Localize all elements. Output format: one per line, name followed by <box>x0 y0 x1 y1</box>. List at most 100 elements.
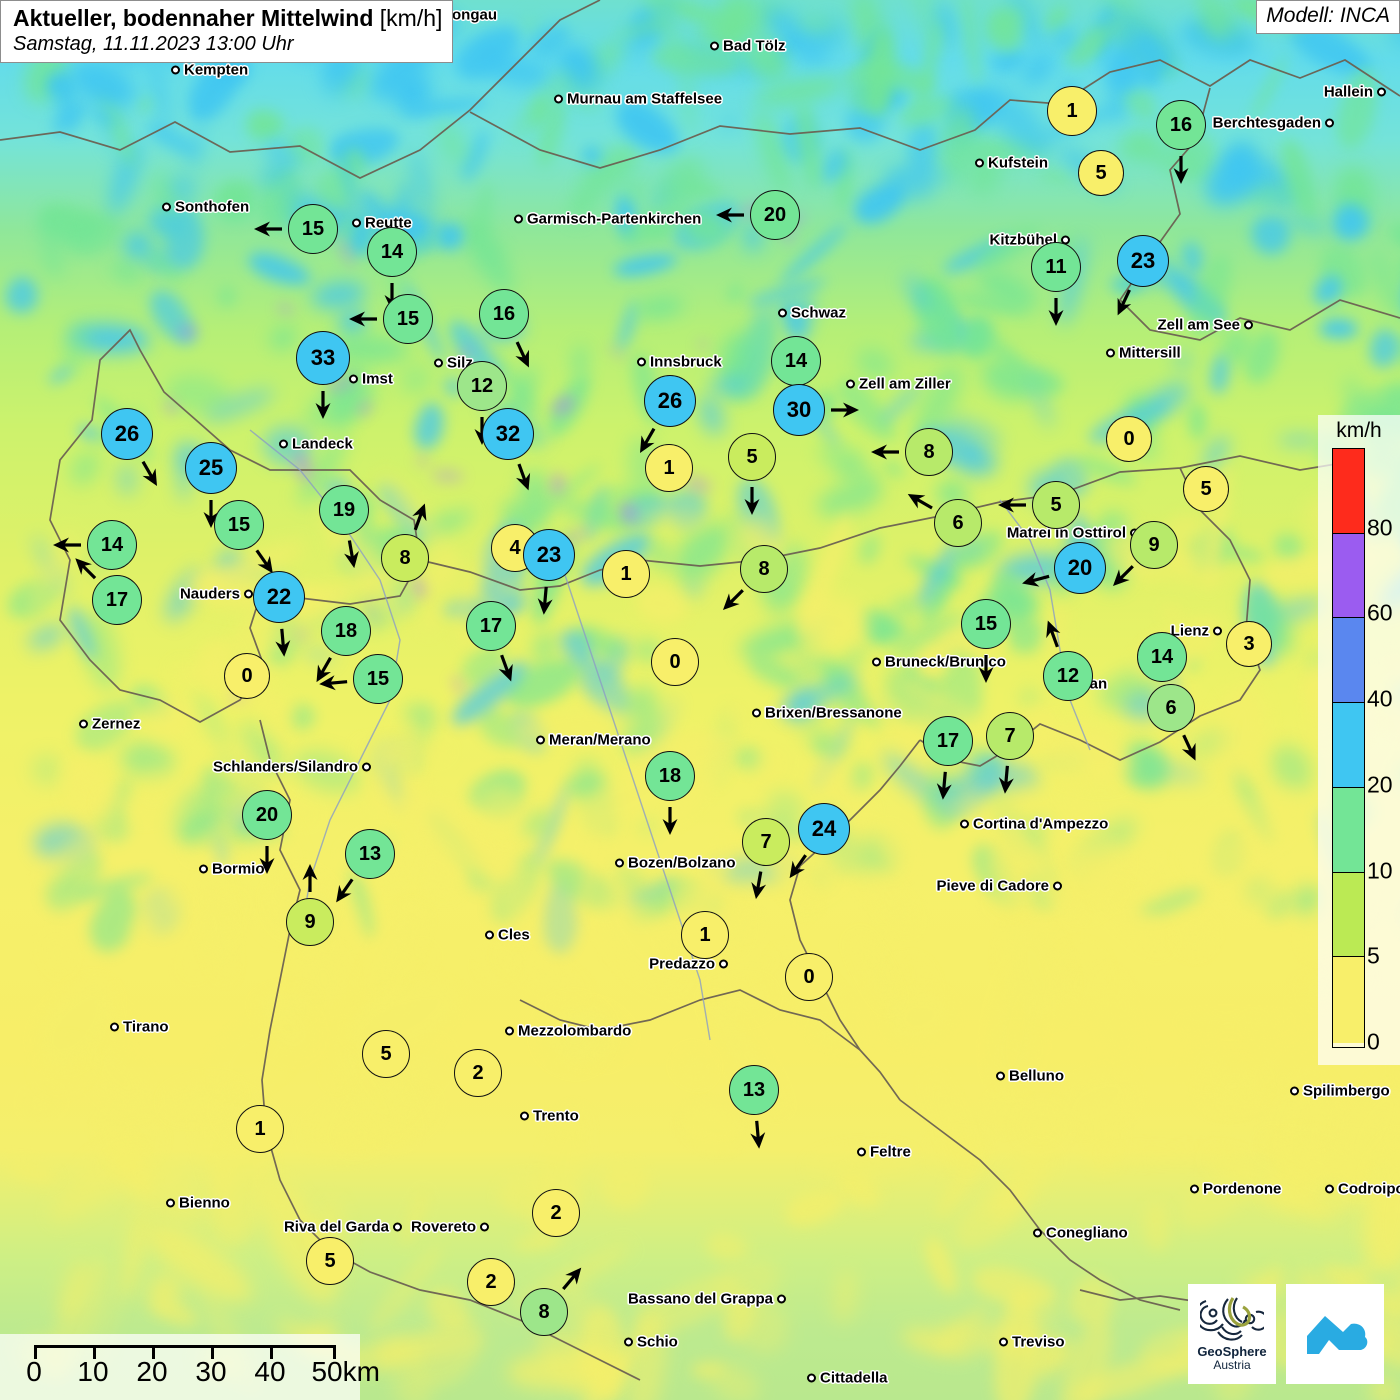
wind-speed-value[interactable]: 17 <box>92 575 142 625</box>
wind-speed-value[interactable]: 5 <box>1032 481 1080 529</box>
wind-speed-value[interactable]: 17 <box>923 716 973 766</box>
city-label: Cles <box>485 928 530 943</box>
wind-direction-arrow-icon <box>515 341 529 368</box>
city-name: Kempten <box>184 61 249 79</box>
title-timestamp: Samstag, 11.11.2023 13:00 Uhr <box>13 33 294 56</box>
wind-speed-value[interactable]: 5 <box>306 1237 354 1285</box>
city-name: Nauders <box>179 585 240 603</box>
city-marker-dot <box>1033 1228 1042 1238</box>
city-marker-dot <box>536 735 545 745</box>
city-marker-dot <box>434 358 443 368</box>
wind-speed-value[interactable]: 15 <box>383 294 433 344</box>
wind-speed-value[interactable]: 16 <box>479 289 529 339</box>
wind-speed-value[interactable]: 18 <box>321 606 371 656</box>
wind-speed-value[interactable]: 15 <box>214 500 264 550</box>
wind-speed-value[interactable]: 22 <box>253 571 305 623</box>
wind-speed-value[interactable]: 8 <box>520 1288 568 1336</box>
wind-speed-value[interactable]: 16 <box>1156 100 1206 150</box>
wind-speed-value[interactable]: 33 <box>296 331 350 385</box>
wind-direction-arrow-icon <box>53 537 81 553</box>
wind-speed-value[interactable]: 0 <box>224 653 270 699</box>
wind-speed-value[interactable]: 15 <box>288 204 338 254</box>
wind-speed-value[interactable]: 5 <box>362 1030 410 1078</box>
city-label: Hallein <box>1324 85 1386 100</box>
wind-speed-value[interactable]: 6 <box>934 499 982 547</box>
city-label: Garmisch-Partenkirchen <box>514 212 701 227</box>
wind-speed-value[interactable]: 0 <box>1106 416 1152 462</box>
wind-speed-value[interactable]: 32 <box>482 408 534 460</box>
wind-speed-value[interactable]: 5 <box>1078 150 1124 196</box>
wind-speed-value[interactable]: 17 <box>466 601 516 651</box>
wind-direction-arrow-icon <box>1022 572 1050 587</box>
city-name: Bienno <box>179 1194 230 1212</box>
legend-tick-label: 20 <box>1367 771 1393 798</box>
city-marker-dot <box>960 819 969 829</box>
wind-speed-value[interactable]: 15 <box>961 599 1011 649</box>
city-name: Hallein <box>1323 83 1373 101</box>
wind-speed-value[interactable]: 12 <box>1043 651 1093 701</box>
city-name: Kitzbühel <box>989 231 1058 249</box>
wind-speed-value[interactable]: 13 <box>345 829 395 879</box>
wind-speed-value[interactable]: 8 <box>740 545 788 593</box>
wind-speed-value[interactable]: 26 <box>644 375 696 427</box>
city-name: Belluno <box>1009 1067 1064 1085</box>
wind-speed-value[interactable]: 20 <box>1054 542 1106 594</box>
wind-speed-value[interactable]: 9 <box>286 898 334 946</box>
wind-speed-value[interactable]: 20 <box>750 190 800 240</box>
wind-speed-value[interactable]: 19 <box>319 485 369 535</box>
city-name: Bozen/Bolzano <box>628 854 736 872</box>
city-label: Cittadella <box>807 1371 888 1386</box>
city-marker-dot <box>480 1222 489 1232</box>
title-unit: [km/h] <box>379 5 443 31</box>
wind-speed-value[interactable]: 7 <box>742 818 790 866</box>
city-marker-dot <box>1053 881 1062 891</box>
city-label: Treviso <box>999 1335 1065 1350</box>
wind-speed-value[interactable]: 14 <box>87 520 137 570</box>
wind-speed-value[interactable]: 15 <box>353 654 403 704</box>
wind-speed-value[interactable]: 1 <box>645 444 693 492</box>
wind-speed-value[interactable]: 7 <box>986 712 1034 760</box>
wind-direction-arrow-icon <box>831 402 859 418</box>
wind-speed-value[interactable]: 0 <box>785 953 833 1001</box>
wind-speed-value[interactable]: 14 <box>1137 632 1187 682</box>
city-label: Kitzbühel <box>989 231 1070 249</box>
wind-speed-value[interactable]: 23 <box>1117 235 1169 287</box>
wind-speed-value[interactable]: 1 <box>236 1105 284 1153</box>
wind-speed-value[interactable]: 2 <box>454 1049 502 1097</box>
wind-speed-value[interactable]: 5 <box>728 433 776 481</box>
wind-speed-value[interactable]: 12 <box>457 361 507 411</box>
wind-speed-value[interactable]: 25 <box>185 442 237 494</box>
wind-speed-value[interactable]: 8 <box>905 428 953 476</box>
city-name: Meran/Merano <box>549 731 651 749</box>
wind-speed-value[interactable]: 0 <box>651 638 699 686</box>
wind-speed-value[interactable]: 9 <box>1130 521 1178 569</box>
wind-speed-value[interactable]: 26 <box>101 408 153 460</box>
wind-direction-arrow-icon <box>75 558 97 580</box>
wind-speed-value[interactable]: 18 <box>645 751 695 801</box>
wind-speed-value[interactable]: 2 <box>532 1189 580 1237</box>
wind-speed-value[interactable]: 24 <box>798 803 850 855</box>
wind-speed-value[interactable]: 3 <box>1226 621 1272 667</box>
city-label: Pieve di Cadore <box>936 879 1062 894</box>
scale-label: 30 <box>195 1356 227 1387</box>
wind-speed-value[interactable]: 23 <box>523 529 575 581</box>
legend-unit-label: km/h <box>1336 419 1382 442</box>
geosphere-logo: GeoSphere Austria <box>1188 1284 1276 1384</box>
city-name: Schwaz <box>791 304 847 322</box>
wind-speed-value[interactable]: 6 <box>1147 684 1195 732</box>
wind-speed-value[interactable]: 13 <box>729 1065 779 1115</box>
wind-speed-value[interactable]: 1 <box>1047 86 1097 136</box>
wind-speed-value[interactable]: 1 <box>602 550 650 598</box>
wind-speed-value[interactable]: 14 <box>367 227 417 277</box>
wind-speed-value[interactable]: 2 <box>467 1258 515 1306</box>
city-label: Codroipo <box>1325 1182 1400 1197</box>
wind-speed-value[interactable]: 30 <box>773 384 825 436</box>
wind-speed-value[interactable]: 11 <box>1031 242 1081 292</box>
city-label: Trento <box>520 1109 579 1124</box>
city-marker-dot <box>520 1111 529 1121</box>
wind-speed-value[interactable]: 20 <box>242 790 292 840</box>
wind-speed-value[interactable]: 1 <box>681 911 729 959</box>
wind-speed-value[interactable]: 5 <box>1183 466 1229 512</box>
wind-speed-value[interactable]: 8 <box>381 534 429 582</box>
city-name: Tirano <box>123 1018 169 1036</box>
